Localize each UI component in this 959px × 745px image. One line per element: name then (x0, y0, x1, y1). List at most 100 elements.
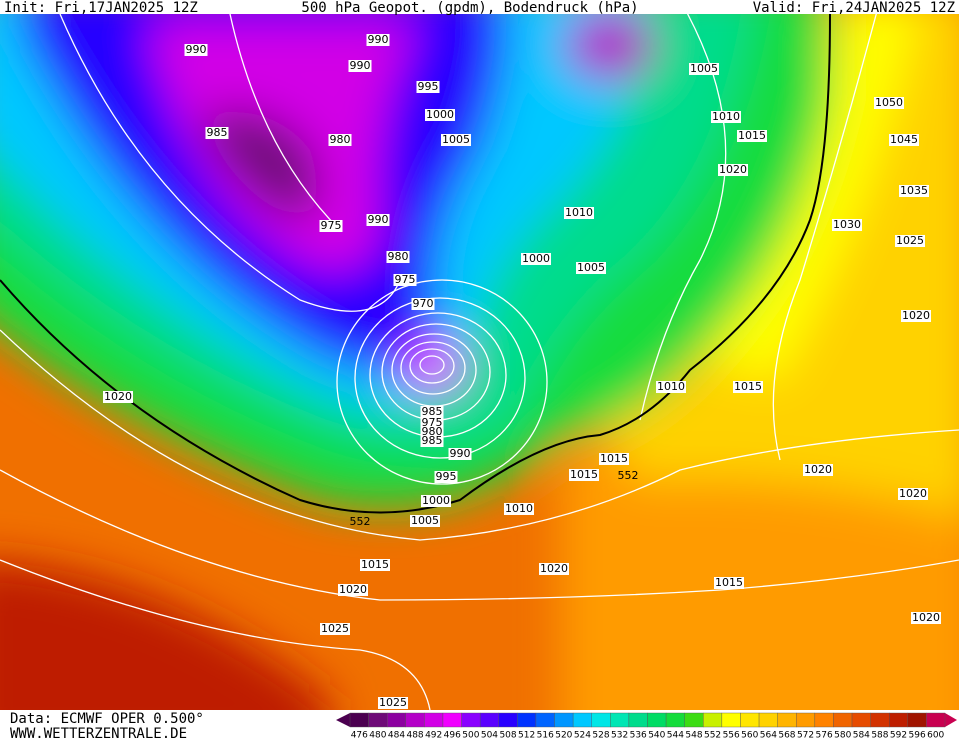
colorbar-swatch (870, 712, 890, 728)
colorbar-swatch (405, 712, 425, 728)
isobar-label: 1020 (104, 390, 132, 403)
colorbar-swatch (907, 712, 927, 728)
colorbar-label: 528 (592, 731, 609, 741)
colorbar-label: 560 (741, 731, 758, 741)
map-title: 500 hPa Geopot. (gpdm), Bodendruck (hPa) (301, 0, 638, 16)
colorbar-label: 496 (444, 731, 461, 741)
isobar-label: 1030 (833, 218, 861, 231)
data-source: Data: ECMWF OPER 0.500° (10, 711, 204, 727)
colorbar-swatch (758, 712, 778, 728)
colorbar-label: 480 (369, 731, 386, 741)
colorbar-swatch (554, 712, 574, 728)
colorbar-swatch (796, 712, 816, 728)
colorbar-label: 488 (406, 731, 423, 741)
colorbar-label: 484 (388, 731, 405, 741)
colorbar-swatch (926, 712, 946, 728)
label-bg (421, 495, 451, 507)
isobar-label: 980 (422, 425, 443, 438)
isobar-label: 1050 (875, 96, 903, 109)
colorbar-label: 564 (760, 731, 777, 741)
isobar-label: 1010 (657, 380, 685, 393)
colorbar-label: 596 (909, 731, 926, 741)
isobar-label: 1025 (321, 622, 349, 635)
label-bg (411, 298, 435, 310)
isobar-label: 1015 (600, 452, 628, 465)
label-bg (656, 381, 686, 393)
isobar-label: 995 (418, 80, 439, 93)
isobar-label: 1020 (912, 611, 940, 624)
label-bg (416, 81, 440, 93)
isobar-label: 970 (413, 297, 434, 310)
label-bg (711, 111, 741, 123)
label-bg (393, 274, 417, 286)
label-bg (901, 310, 931, 322)
label-bg (564, 207, 594, 219)
colorbar-label: 540 (648, 731, 665, 741)
colorbar-swatch (833, 712, 853, 728)
contour-label: 552 (618, 469, 639, 482)
isobar-label: 1015 (361, 558, 389, 571)
site: WWW.WETTERZENTRALE.DE (10, 726, 187, 741)
isobar-label: 1005 (442, 133, 470, 146)
colorbar-end (336, 713, 350, 727)
isobar-label: 985 (207, 126, 228, 139)
label-bg (504, 503, 534, 515)
label-bg (899, 185, 929, 197)
colorbar-label: 508 (499, 731, 516, 741)
label-bg (320, 623, 350, 635)
colorbar-swatch (461, 712, 481, 728)
label-bg (386, 251, 410, 263)
label-bg (366, 214, 390, 226)
label-bg (599, 453, 629, 465)
isobar-label: 1025 (379, 696, 407, 709)
colorbar-end (945, 713, 957, 727)
isobar-label: 1020 (719, 163, 747, 176)
isobar-label: 975 (395, 273, 416, 286)
colorbar-label: 556 (723, 731, 740, 741)
isobar-label: 1020 (899, 487, 927, 500)
colorbar-swatch (889, 712, 909, 728)
isobar-label: 1010 (712, 110, 740, 123)
label-bg (184, 44, 208, 56)
colorbar-swatch (777, 712, 797, 728)
label-bg (425, 109, 455, 121)
isobar-label: 1025 (896, 234, 924, 247)
colorbar-swatch (498, 712, 518, 728)
isobar-label: 1005 (411, 514, 439, 527)
label-bg (366, 34, 390, 46)
colorbar-label: 588 (871, 731, 888, 741)
colorbar-swatch (517, 712, 537, 728)
isobar-label: 1010 (565, 206, 593, 219)
colorbar-swatch (349, 712, 369, 728)
label-bg (338, 584, 368, 596)
label-bg (348, 60, 372, 72)
label-bg (576, 262, 606, 274)
colorbar-swatch (851, 712, 871, 728)
isobar-label: 990 (368, 213, 389, 226)
colorbar-label: 572 (797, 731, 814, 741)
isobar-label: 1015 (734, 380, 762, 393)
isobar-label: 1015 (738, 129, 766, 142)
colorbar-swatch (647, 712, 667, 728)
label-bg (889, 134, 919, 146)
label-bg (448, 448, 472, 460)
colorbar-label: 544 (667, 731, 684, 741)
colorbar-label: 500 (462, 731, 479, 741)
colorbar-swatch (479, 712, 499, 728)
contour-label: 552 (350, 515, 371, 528)
isobar-label: 990 (450, 447, 471, 460)
isobar-label: 1000 (426, 108, 454, 121)
colorbar-swatch (628, 712, 648, 728)
colorbar-label: 592 (890, 731, 907, 741)
colorbar-swatch (442, 712, 462, 728)
colorbar-swatch (591, 712, 611, 728)
label-bg (521, 253, 551, 265)
label-bg (895, 235, 925, 247)
isobar-label: 1020 (902, 309, 930, 322)
isobar-label: 1005 (577, 261, 605, 274)
isobar-label: 1020 (804, 463, 832, 476)
colorbar-label: 516 (537, 731, 554, 741)
label-bg (360, 559, 390, 571)
label-bg (911, 612, 941, 624)
